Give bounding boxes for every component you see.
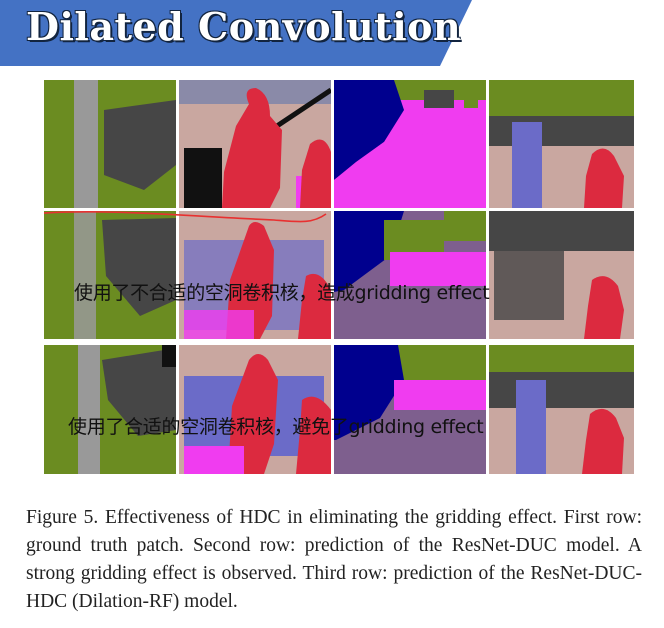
cell-r1-c3: [334, 80, 486, 208]
red-annotation-stroke: [44, 211, 327, 223]
row2-annotation: 使用了不合适的空洞卷积核，造成gridding effect: [74, 282, 490, 304]
cell-r2-c2: [179, 211, 331, 339]
cell-r1-c4: [489, 80, 634, 208]
cell-r1-c2: [179, 80, 333, 208]
cell-r3-c1: [44, 345, 176, 474]
slide-title: Dilated Convolution: [26, 4, 462, 49]
cell-r3-c2: [179, 345, 331, 474]
row3-annotation: 使用了合适的空洞卷积核，避免了gridding effect: [68, 416, 484, 438]
cell-r3-c4: [489, 345, 634, 474]
cell-r1-c1: [44, 80, 176, 208]
cell-r3-c3: [334, 345, 486, 474]
figure-caption: Figure 5. Effectiveness of HDC in elimin…: [26, 507, 642, 612]
segmentation-figure: 使用了不合适的空洞卷积核，造成gridding effect 使用了合适的空洞卷…: [44, 80, 634, 474]
banner-shape: [0, 0, 472, 66]
cell-r2-c1: [44, 211, 176, 339]
cell-r2-c4: [489, 211, 634, 339]
grid-separators: [44, 80, 634, 474]
figure-grid: [44, 80, 634, 474]
cell-r2-c3: [334, 211, 486, 339]
slide-title-banner: Dilated Convolution: [0, 0, 664, 66]
